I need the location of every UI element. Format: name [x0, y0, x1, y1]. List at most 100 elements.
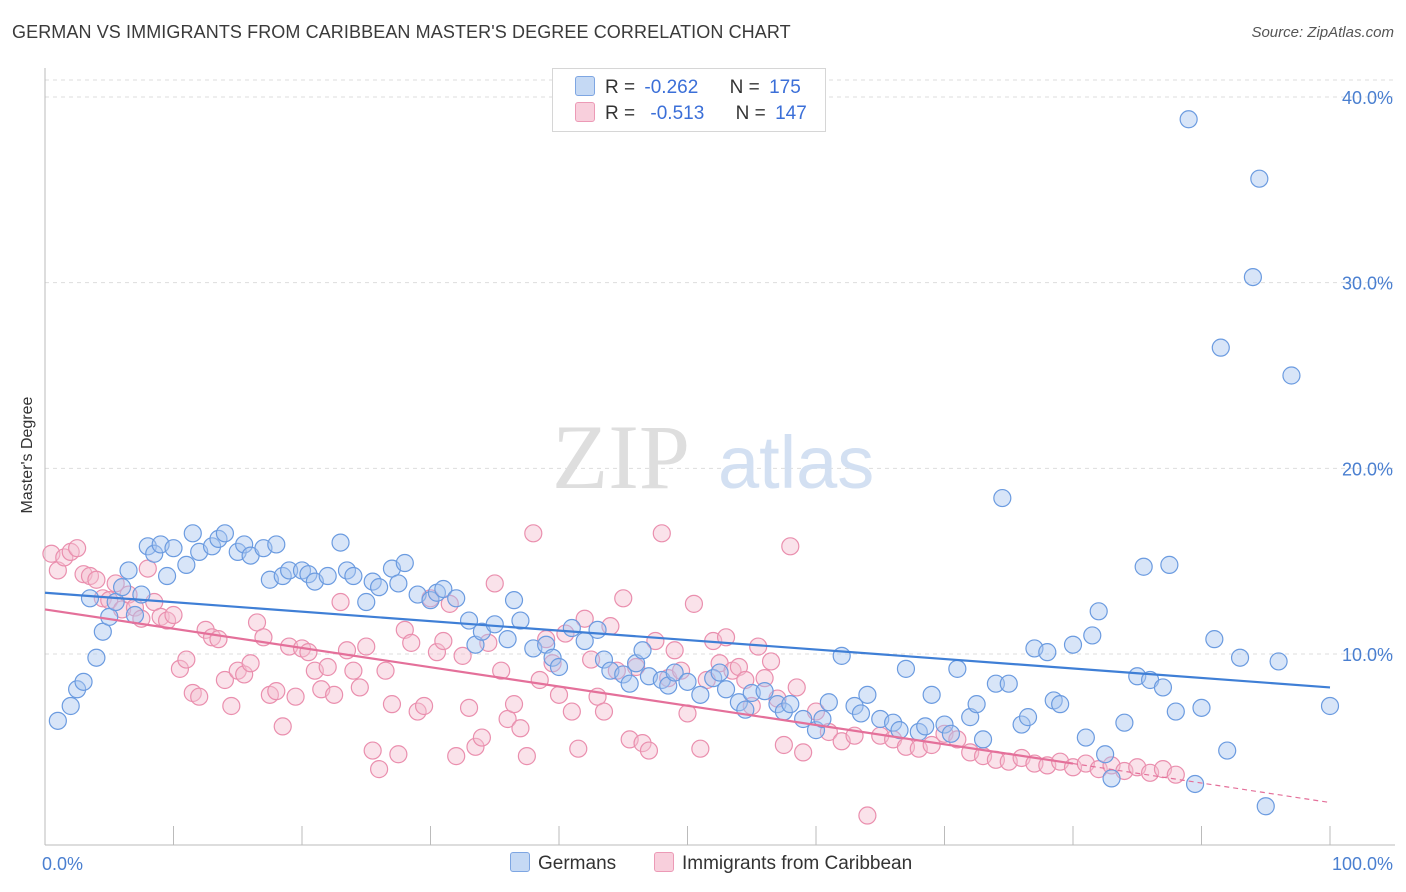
watermark-zip: ZIP — [552, 406, 690, 508]
germans-point-66 — [614, 665, 633, 684]
caribbean-point-101 — [691, 739, 710, 758]
caribbean-point-112 — [761, 652, 781, 671]
caribbean-point-54 — [389, 745, 408, 764]
watermark-atlas: atlas — [718, 421, 874, 504]
germans-point-64 — [594, 650, 614, 669]
y-tick-label-20: 20.0% — [1342, 459, 1393, 479]
germans-point-139 — [1269, 652, 1288, 671]
germans-point-41 — [370, 578, 389, 597]
germans-point-60 — [549, 657, 569, 677]
germans-point-1 — [61, 696, 80, 716]
bottom-legend-swatch-caribbean — [654, 852, 674, 872]
bottom-legend-label-caribbean: Immigrants from Caribbean — [682, 853, 913, 874]
caribbean-point-83 — [575, 609, 594, 628]
germans-point-14 — [145, 544, 164, 563]
y-axis-label: Master's Degree — [19, 396, 36, 514]
caribbean-point-115 — [781, 537, 800, 556]
germans-point-133 — [1211, 338, 1230, 357]
germans-point-140 — [1282, 366, 1301, 385]
caribbean-point-43 — [318, 657, 337, 677]
germans-point-132 — [1205, 630, 1224, 649]
germans-point-107 — [986, 674, 1006, 693]
legend-n-value-germans: 175 — [769, 77, 801, 98]
caribbean-point-61 — [434, 631, 453, 651]
caribbean-point-49 — [357, 637, 376, 656]
caribbean-point-60 — [427, 643, 447, 662]
germans-point-67 — [620, 674, 639, 693]
germans-point-18 — [177, 555, 196, 574]
caribbean-trend-line — [44, 608, 1074, 765]
correlation-legend: R = -0.262 N = 175 R = -0.513 N = 147 — [552, 68, 826, 132]
caribbean-point-67 — [472, 728, 491, 747]
legend-row-germans: R = -0.262 N = 175 — [575, 76, 801, 100]
x-tick-label-min: 0.0% — [42, 854, 83, 874]
germans-point-92 — [851, 704, 871, 723]
germans-point-105 — [967, 695, 986, 714]
caribbean-point-75 — [524, 524, 543, 543]
caribbean-trend-line-extension — [1072, 762, 1331, 804]
caribbean-point-114 — [774, 735, 793, 755]
caribbean-point-64 — [453, 646, 472, 665]
germans-point-118 — [1083, 626, 1102, 645]
caribbean-point-56 — [402, 633, 421, 652]
caribbean-point-50 — [363, 741, 382, 760]
germans-point-19 — [183, 524, 202, 543]
caribbean-point-81 — [562, 702, 581, 721]
germans-point-93 — [858, 685, 877, 704]
germans-point-63 — [588, 620, 607, 639]
germans-point-138 — [1256, 797, 1275, 816]
bottom-legend-swatch-germans — [510, 852, 530, 872]
bottom-legend-label-germans: Germans — [538, 853, 617, 874]
germans-point-77 — [710, 663, 729, 682]
caribbean-point-36 — [273, 717, 292, 736]
legend-r-value-caribbean: -0.513 — [650, 103, 705, 124]
germans-point-69 — [633, 641, 652, 660]
germans-point-141 — [1320, 696, 1340, 716]
germans-point-56 — [511, 611, 530, 630]
caribbean-point-26 — [209, 630, 228, 649]
germans-point-55 — [504, 591, 524, 610]
bottom-legend-caribbean: Immigrants from Caribbean — [654, 852, 912, 875]
caribbean-point-35 — [267, 682, 286, 701]
germans-point-74 — [678, 672, 697, 691]
caribbean-point-69 — [485, 574, 504, 593]
caribbean-point-92 — [633, 734, 652, 753]
germans-point-122 — [1115, 713, 1134, 732]
germans-point-108 — [993, 488, 1012, 508]
caribbean-point-7 — [87, 570, 106, 589]
germans-point-0 — [48, 711, 67, 730]
germans-point-101 — [935, 715, 954, 734]
caribbean-point-117 — [794, 743, 813, 762]
caribbean-point-72 — [504, 695, 524, 714]
caribbean-point-70 — [492, 661, 511, 680]
watermark: ZIP atlas — [552, 406, 874, 508]
axes — [44, 68, 1395, 846]
caribbean-point-27 — [215, 670, 234, 690]
caribbean-point-28 — [222, 696, 241, 716]
caribbean-point-23 — [190, 687, 209, 706]
caribbean-point-51 — [370, 760, 389, 779]
germans-point-134 — [1218, 741, 1237, 760]
germans-point-73 — [665, 663, 684, 682]
legend-row-caribbean: R = -0.513 N = 147 — [575, 102, 807, 126]
trend-lines — [44, 591, 1331, 804]
germans-point-116 — [1063, 635, 1083, 654]
germans-point-85 — [781, 695, 800, 714]
germans-point-117 — [1076, 728, 1095, 747]
germans-point-82 — [755, 682, 774, 701]
germans-point-121 — [1102, 769, 1121, 788]
germans-point-4 — [80, 589, 100, 608]
caribbean-point-86 — [594, 702, 614, 721]
germans-point-136 — [1243, 267, 1263, 287]
caribbean-point-89 — [614, 589, 633, 608]
germans-point-39 — [357, 592, 376, 612]
germans-point-46 — [421, 591, 440, 610]
germans-point-29 — [267, 535, 286, 554]
caribbean-point-52 — [376, 661, 395, 680]
germans-point-110 — [1012, 715, 1031, 734]
caribbean-point-116 — [787, 678, 806, 697]
legend-swatch-caribbean — [575, 102, 595, 122]
legend-n-label: N = — [729, 77, 760, 98]
germans-point-79 — [729, 693, 749, 712]
germans-point-25 — [235, 535, 254, 554]
